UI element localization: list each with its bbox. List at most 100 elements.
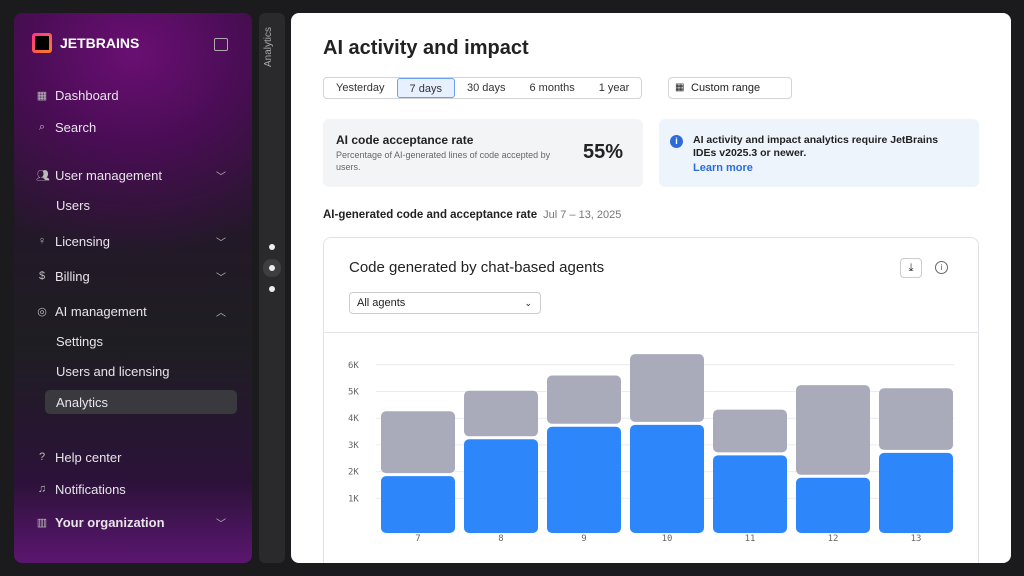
rail-label[interactable]: Analytics — [263, 27, 274, 68]
sidebar-item-licensing[interactable]: ♀ Licensing ﹀ — [14, 229, 252, 253]
y-tick-label: 3K — [348, 441, 359, 451]
sidebar-item-label: Analytics — [56, 394, 109, 410]
rail-dot[interactable] — [269, 244, 275, 250]
main-panel: AI activity and impact Yesterday 7 days 30… — [291, 13, 1011, 563]
sidebar-item-dashboard[interactable]: ▦ Dashboard — [14, 83, 252, 107]
bar-segment[interactable] — [381, 476, 455, 533]
sidebar-item-label: Users and licensing — [56, 363, 170, 379]
sidebar-item-label: Notifications — [55, 481, 126, 497]
bar-segment[interactable] — [547, 426, 621, 533]
rail-dot-active[interactable] — [269, 265, 275, 271]
sidebar-item-label: Users — [56, 197, 90, 213]
sidebar-toggle-icon[interactable] — [214, 38, 228, 51]
key-icon: ♀ — [37, 235, 47, 247]
sidebar-item-label: Search — [55, 119, 97, 135]
x-tick-label: 9 — [581, 534, 586, 544]
stacked-bar-chart: 1K 2K 3K 4K 5K 6K 7 8 9 10 11 12 13 — [348, 354, 954, 544]
bar-segment[interactable] — [796, 477, 870, 533]
notice-text: AI activity and impact analytics require… — [693, 134, 939, 159]
custom-range-button[interactable]: ▦ Custom range — [668, 77, 792, 99]
sidebar-item-billing[interactable]: $ Billing ﹀ — [14, 264, 252, 288]
jetbrains-logo[interactable]: JETBRAINS — [32, 33, 139, 53]
y-tick-label: 1K — [348, 494, 359, 504]
notice-card: i AI activity and impact analytics requi… — [659, 119, 979, 187]
sidebar-item-users[interactable]: Users — [14, 193, 252, 217]
sidebar-item-label: Help center — [55, 449, 122, 465]
bell-icon: ♫ — [37, 483, 47, 495]
section-date: Jul 7 – 13, 2025 — [543, 209, 622, 221]
bar-segment[interactable] — [464, 390, 538, 437]
y-tick-label: 6K — [348, 361, 359, 371]
info-icon: i — [670, 135, 683, 148]
sidebar-item-settings[interactable]: Settings — [14, 329, 252, 353]
sidebar-item-label: Licensing — [55, 233, 110, 249]
chevron-down-icon[interactable]: ﹀ — [216, 171, 226, 183]
bar-segment[interactable] — [796, 385, 870, 475]
bar-segment[interactable] — [464, 439, 538, 533]
sidebar-item-search[interactable]: ⌕ Search — [14, 115, 252, 139]
bar-segment[interactable] — [879, 388, 953, 450]
sidebar-item-label: Billing — [55, 268, 90, 284]
download-icon[interactable]: ⤓ — [900, 258, 922, 278]
sidebar-item-analytics[interactable]: Analytics — [45, 390, 237, 414]
learn-more-link[interactable]: Learn more — [693, 162, 753, 174]
side-rail: Analytics — [259, 13, 285, 563]
sidebar-item-help-center[interactable]: ? Help center — [14, 445, 252, 469]
sidebar-item-ai-management[interactable]: ◎ AI management ︿ — [14, 299, 252, 323]
info-icon[interactable]: i — [935, 261, 948, 274]
sidebar-item-user-management[interactable]: 👥︎ User management ﹀ — [14, 163, 252, 187]
bar-segment[interactable] — [713, 455, 787, 533]
rail-dot[interactable] — [269, 286, 275, 292]
x-tick-label: 12 — [828, 534, 839, 544]
range-tab-30-days[interactable]: 30 days — [466, 82, 506, 94]
bar-segment[interactable] — [713, 409, 787, 453]
y-tick-label: 5K — [348, 388, 359, 398]
bar-segment[interactable] — [630, 354, 704, 422]
chevron-up-icon[interactable]: ︿ — [216, 307, 226, 319]
building-icon: ▥ — [36, 516, 48, 529]
divider — [324, 332, 978, 333]
range-tab-6-months[interactable]: 6 months — [529, 82, 575, 94]
sidebar-item-notifications[interactable]: ♫ Notifications — [14, 477, 252, 501]
y-tick-label: 2K — [348, 468, 359, 478]
agent-filter-select[interactable]: All agents ⌄ — [349, 292, 541, 314]
acceptance-value: 55% — [582, 141, 623, 163]
range-tab-7-days[interactable]: 7 days — [396, 78, 455, 98]
chevron-down-icon[interactable]: ﹀ — [216, 272, 226, 284]
acceptance-rate-card: AI code acceptance rate Percentage of AI… — [323, 119, 643, 187]
chart-card: Code generated by chat-based agents ⤓ i … — [323, 237, 979, 563]
sidebar: JETBRAINS ▦ Dashboard ⌕ Search 👥︎ User manage… — [14, 13, 252, 563]
card-title: AI code acceptance rate — [336, 133, 474, 147]
logo-icon — [32, 33, 52, 53]
ai-spiral-icon: ◎ — [37, 305, 47, 318]
sidebar-item-label: Dashboard — [55, 87, 119, 103]
range-tab-Yesterday[interactable]: Yesterday — [336, 82, 385, 94]
x-tick-label: 8 — [498, 534, 503, 544]
calendar-icon: ▦ — [675, 82, 685, 93]
bar-segment[interactable] — [879, 452, 953, 533]
sidebar-item-your-organization[interactable]: ▥ Your organization ﹀ — [14, 510, 252, 534]
range-tab-1-year[interactable]: 1 year — [598, 82, 630, 94]
card-description: Percentage of AI-generated lines of code… — [336, 150, 551, 172]
help-icon: ? — [38, 451, 46, 463]
bar-segment[interactable] — [547, 375, 621, 424]
y-tick-label: 4K — [348, 414, 359, 424]
sidebar-item-users-and-licensing[interactable]: Users and licensing — [14, 359, 252, 383]
sidebar-item-label: AI management — [55, 303, 147, 319]
x-tick-label: 11 — [745, 534, 756, 544]
bar-segment[interactable] — [381, 411, 455, 474]
page-title: AI activity and impact — [323, 37, 529, 59]
section-heading: AI-generated code and acceptance rate Jul… — [323, 209, 622, 221]
bar-segment[interactable] — [630, 424, 704, 533]
sidebar-item-label: Your organization — [55, 514, 165, 530]
chevron-down-icon[interactable]: ﹀ — [216, 518, 226, 530]
dollar-icon: $ — [38, 270, 46, 282]
sidebar-item-label: Settings — [56, 333, 103, 349]
chart-title: Code generated by chat-based agents — [349, 259, 605, 276]
chevron-down-icon[interactable]: ﹀ — [216, 237, 226, 249]
x-tick-label: 7 — [415, 534, 420, 544]
chevron-down-icon: ⌄ — [524, 298, 532, 308]
x-tick-label: 10 — [662, 534, 673, 544]
grid-icon: ▦ — [36, 89, 48, 102]
users-icon: 👥︎ — [36, 169, 50, 182]
